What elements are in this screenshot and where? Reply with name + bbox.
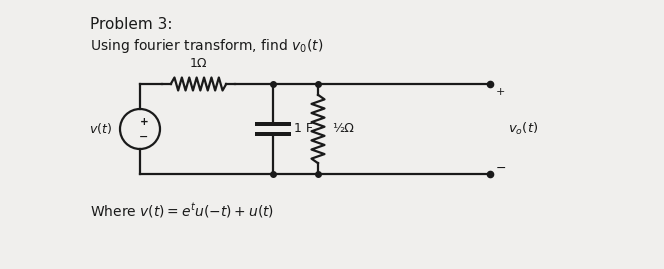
Text: 1Ω: 1Ω [190, 57, 207, 70]
Text: −: − [139, 132, 149, 142]
Text: $v(t)$: $v(t)$ [89, 122, 112, 136]
Text: −: − [496, 161, 507, 175]
Text: +: + [139, 117, 148, 127]
Text: $v_o(t)$: $v_o(t)$ [508, 121, 539, 137]
Text: Where $v(t) = e^t u(-t) + u(t)$: Where $v(t) = e^t u(-t) + u(t)$ [90, 201, 274, 220]
Text: Using fourier transform, find $v_0(t)$: Using fourier transform, find $v_0(t)$ [90, 37, 323, 55]
Text: Problem 3:: Problem 3: [90, 17, 173, 32]
Text: 1 F: 1 F [294, 122, 313, 136]
Text: ½Ω: ½Ω [332, 122, 354, 136]
Text: +: + [496, 87, 505, 97]
